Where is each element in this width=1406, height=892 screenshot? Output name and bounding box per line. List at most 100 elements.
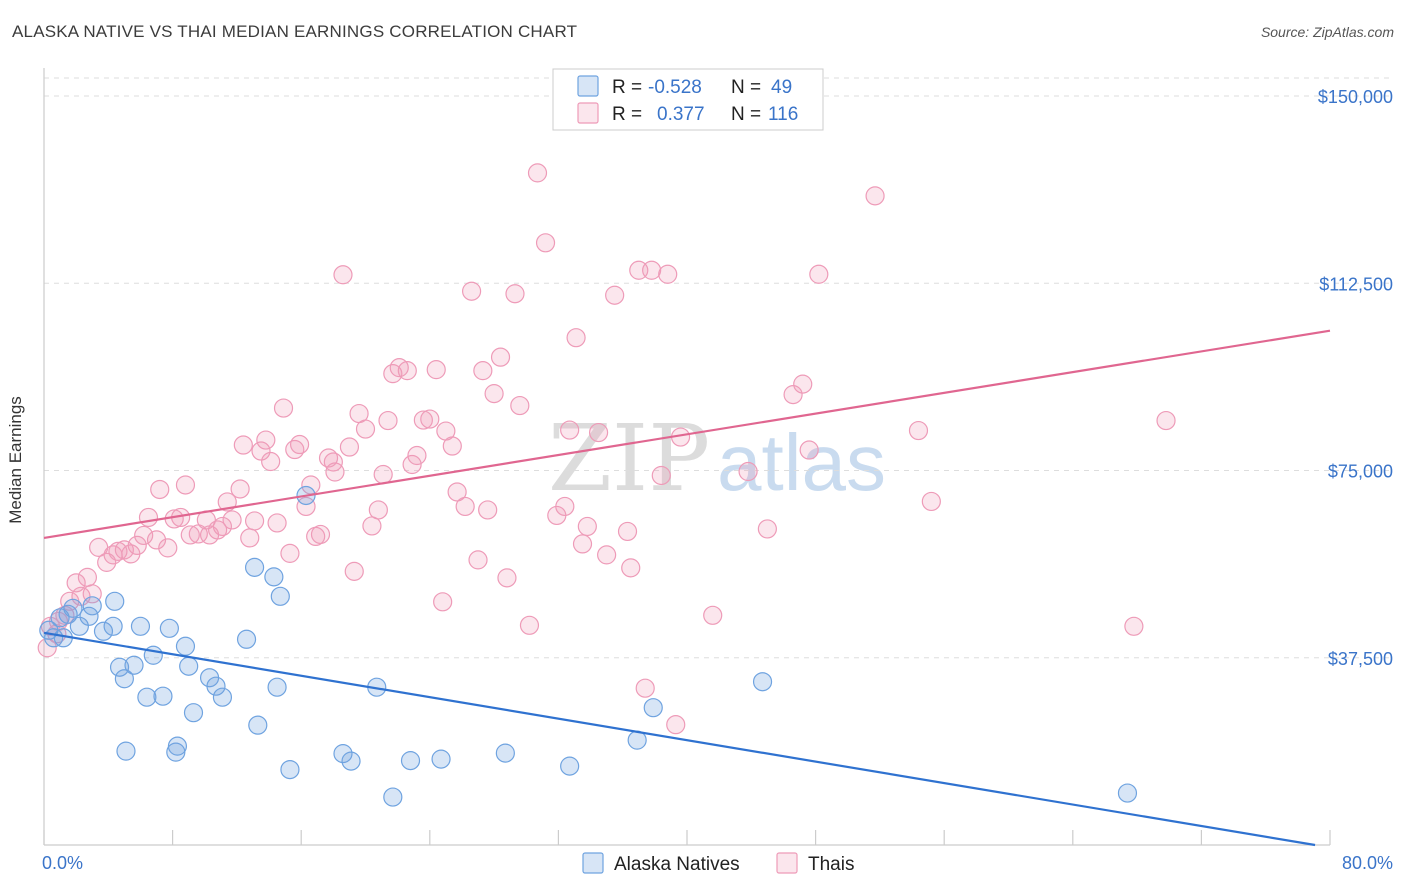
thais-point — [373, 464, 393, 485]
thais-point — [658, 264, 678, 284]
legend-r-value-2: 0.377 — [657, 104, 705, 125]
alaska-natives-point — [175, 636, 196, 656]
thais-point — [127, 535, 147, 556]
watermark-atlas: atlas — [717, 418, 886, 507]
alaska-natives-point — [105, 591, 125, 611]
thais-point — [527, 163, 548, 183]
thais-point — [355, 419, 376, 439]
alaska-natives-point — [212, 687, 233, 707]
thais-point — [420, 409, 440, 429]
y-tick-label-0: $37,500 — [1328, 649, 1393, 669]
alaska-natives-point — [236, 629, 257, 649]
thais-point — [77, 567, 98, 587]
thais-point — [519, 615, 540, 635]
y-tick-labels: $37,500 $75,000 $112,500 $150,000 — [1318, 87, 1393, 669]
alaska-natives-trend-line — [43, 631, 1316, 847]
thais-point — [555, 496, 575, 517]
thais-point — [426, 360, 446, 380]
legend-n-label-1: N = — [731, 77, 761, 98]
thais-point — [138, 507, 159, 528]
alaska-natives-point — [333, 744, 353, 764]
thais-point — [180, 525, 200, 545]
thais-point — [267, 513, 287, 533]
thais-point — [703, 605, 723, 625]
alaska-natives-point — [267, 677, 287, 697]
alaska-natives-point — [264, 567, 284, 587]
alaska-natives-point — [82, 596, 102, 616]
thais-point — [402, 454, 422, 475]
alaska-natives-point — [431, 749, 451, 769]
alaska-natives-point — [69, 616, 89, 636]
alaska-natives-point — [183, 703, 204, 723]
thais-point — [212, 516, 233, 537]
thais-point — [333, 265, 353, 285]
thais-point — [666, 715, 686, 735]
thais-point — [1156, 410, 1176, 431]
thais-point — [757, 519, 777, 539]
legend-n-label-2: N = — [731, 104, 761, 125]
thais-point — [323, 452, 343, 472]
alaska-natives-point — [159, 618, 179, 638]
thais-point — [175, 475, 196, 495]
thais-point — [505, 284, 525, 304]
thais-point — [478, 500, 498, 520]
thais-point — [251, 441, 271, 461]
legend-swatch-blue — [577, 75, 599, 97]
thais-point — [233, 435, 253, 455]
thais-point — [921, 491, 941, 512]
watermark: ZIP atlas — [548, 405, 886, 512]
thais-point — [134, 525, 154, 546]
alaska-natives-point — [560, 756, 580, 776]
legend-swatch-pink — [577, 102, 599, 124]
thais-point — [577, 516, 597, 537]
thais-point — [280, 543, 300, 563]
thais-point — [455, 496, 475, 517]
alaska-natives-point — [244, 557, 265, 577]
series-swatch-alaska-natives — [582, 852, 604, 874]
thais-point — [339, 437, 360, 457]
series-label-thais: Thais — [808, 854, 854, 875]
alaska-natives-point — [116, 741, 136, 761]
thais-point — [809, 264, 829, 284]
alaska-natives-point — [79, 606, 99, 626]
thais-point — [217, 492, 237, 512]
alaska-natives-point — [206, 676, 226, 696]
thais-point — [413, 410, 433, 430]
thais-point — [865, 186, 885, 206]
thais-point — [433, 592, 453, 612]
series-label-alaska-natives: Alaska Natives — [614, 854, 740, 875]
thais-point — [597, 545, 617, 565]
alaska-natives-point — [130, 616, 151, 636]
thais-point — [407, 445, 427, 466]
thais-point — [397, 361, 417, 381]
thais-point — [230, 479, 250, 499]
thais-point — [256, 430, 276, 450]
thais-point — [244, 511, 265, 531]
legend-r-label-1: R = — [612, 77, 642, 98]
series-swatch-thais — [776, 852, 798, 874]
thais-point — [588, 422, 609, 443]
y-tick-label-3: $150,000 — [1318, 87, 1393, 107]
thais-point — [289, 434, 310, 455]
thais-point — [447, 482, 467, 502]
thais-point — [261, 451, 281, 472]
legend-r-value-1: -0.528 — [648, 77, 702, 98]
thais-point — [560, 420, 580, 440]
thais-point — [617, 521, 638, 542]
thais-point — [473, 361, 493, 381]
thais-point — [490, 347, 511, 367]
y-tick-label-2: $112,500 — [1319, 274, 1393, 294]
alaska-natives-point — [248, 715, 268, 735]
thais-trend-line — [43, 329, 1331, 539]
alaska-natives-point — [109, 657, 130, 677]
axes — [43, 68, 1331, 846]
thais-point — [362, 516, 382, 536]
thais-point — [461, 281, 482, 301]
alaska-natives-point — [341, 751, 361, 771]
alaska-natives-point — [270, 586, 290, 606]
thais-point — [158, 538, 178, 558]
series-legend: Alaska Natives Thais — [582, 852, 854, 875]
thais-point — [368, 500, 388, 520]
thais-point — [535, 233, 556, 253]
